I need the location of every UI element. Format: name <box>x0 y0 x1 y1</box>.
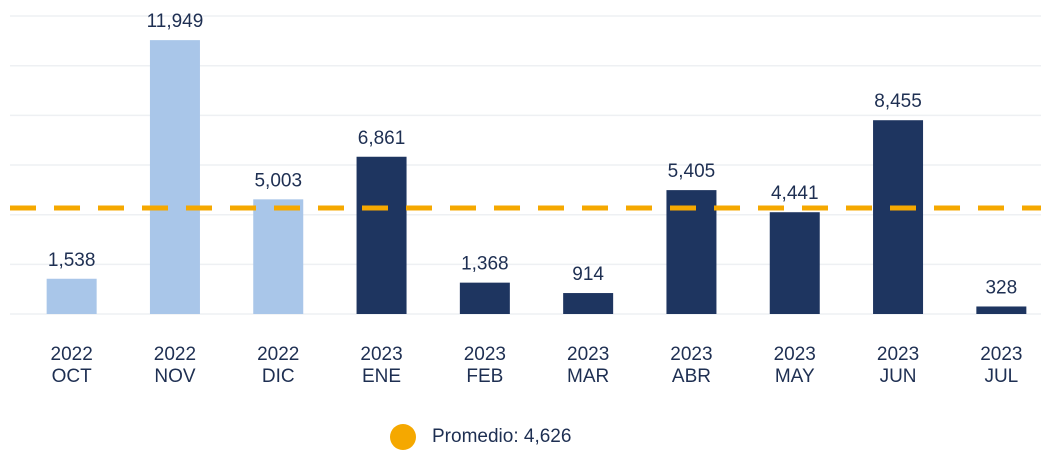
value-label: 11,949 <box>147 11 204 32</box>
bar <box>253 199 304 314</box>
value-label: 1,368 <box>461 254 509 275</box>
x-tick-label: 2023 <box>464 344 506 365</box>
x-tick-label: 2023 <box>567 344 609 365</box>
x-tick-label: 2023 <box>360 344 402 365</box>
x-tick-label: NOV <box>154 366 196 387</box>
value-label: 6,861 <box>358 128 406 149</box>
value-label: 4,441 <box>771 183 819 204</box>
x-tick-label: MAY <box>775 366 815 387</box>
x-tick-label: 2023 <box>980 344 1022 365</box>
x-tick-label: 2023 <box>670 344 712 365</box>
x-tick-label: JUN <box>880 366 917 387</box>
bar <box>769 212 820 314</box>
x-tick-label: 2023 <box>877 344 919 365</box>
x-tick-label: 2022 <box>257 344 299 365</box>
bar <box>563 293 614 314</box>
x-tick-label: 2022 <box>51 344 93 365</box>
bar <box>459 282 510 314</box>
x-tick-label: 2023 <box>774 344 816 365</box>
legend-swatch <box>390 424 416 450</box>
x-tick-label: FEB <box>466 366 503 387</box>
bar <box>149 40 200 314</box>
bar <box>356 156 407 314</box>
x-tick-label: ENE <box>362 366 401 387</box>
value-label: 328 <box>985 277 1017 298</box>
value-label: 1,538 <box>48 250 96 271</box>
value-label: 914 <box>572 264 604 285</box>
bar <box>666 190 717 314</box>
x-tick-label: MAR <box>567 366 609 387</box>
value-label: 5,405 <box>668 161 716 182</box>
x-tick-label: ABR <box>672 366 711 387</box>
value-label: 5,003 <box>254 170 302 191</box>
x-tick-label: DIC <box>262 366 295 387</box>
x-tick-label: JUL <box>984 366 1018 387</box>
value-label: 8,455 <box>874 91 922 112</box>
bar <box>976 306 1027 314</box>
bar <box>46 278 97 314</box>
legend-label: Promedio: 4,626 <box>432 426 571 447</box>
x-tick-label: 2022 <box>154 344 196 365</box>
x-tick-label: OCT <box>52 366 93 387</box>
bar <box>873 120 924 314</box>
